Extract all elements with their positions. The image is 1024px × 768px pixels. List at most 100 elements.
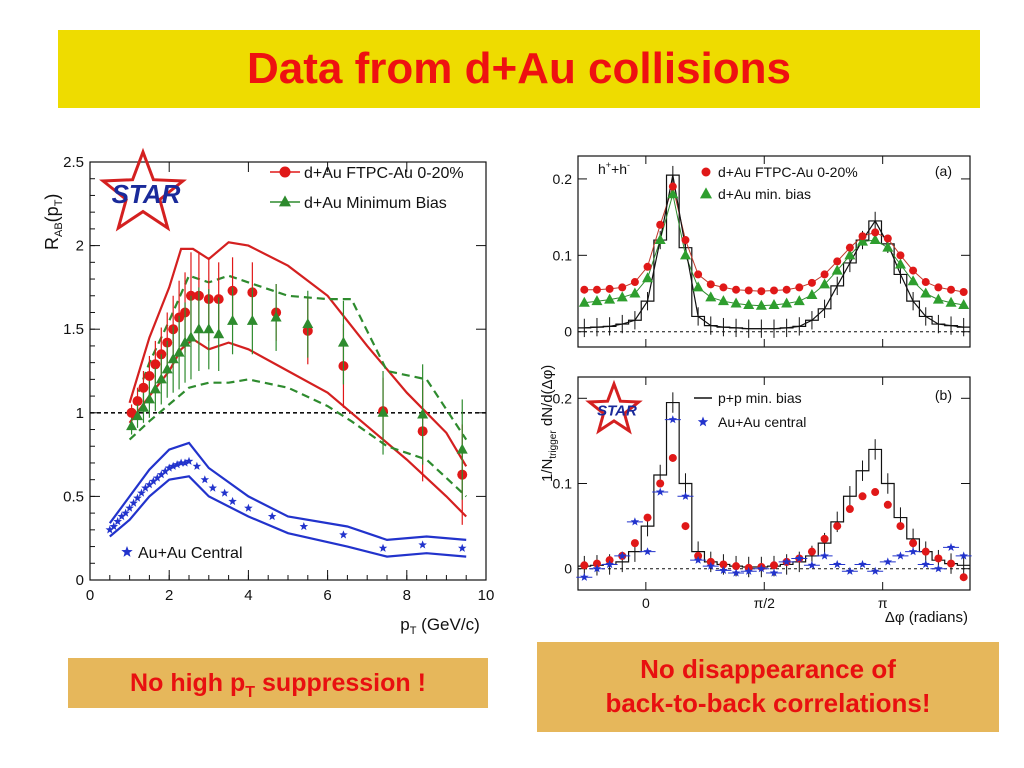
top-red-point: [896, 251, 905, 260]
y-axis-label-part: trigger: [548, 430, 559, 459]
note-left-prefix: No high p: [130, 669, 246, 697]
bottom-red-point: [871, 488, 880, 497]
data-point-triangle: [302, 318, 314, 329]
x-axis-label-main: p: [400, 615, 409, 634]
note-right-line1: No disappearance of: [640, 654, 896, 684]
x-tick-label: π: [878, 595, 888, 611]
bottom-red-point: [947, 559, 956, 568]
bottom-red-point: [668, 453, 677, 462]
y-tick-label: 1.5: [63, 321, 84, 338]
data-point-triangle: [137, 401, 149, 412]
top-y-tick-label: 0.1: [553, 247, 573, 263]
top-red-point: [770, 286, 778, 295]
bottom-blue-point: [896, 551, 905, 560]
title-banner: Data from d+Au collisions: [58, 30, 980, 108]
data-point-triangle: [246, 314, 258, 325]
bottom-y-tick-label: 0: [564, 561, 572, 577]
top-green-point: [806, 289, 818, 300]
top-red-point: [845, 243, 854, 252]
data-point-star: [145, 480, 154, 489]
top-legend-label: d+Au min. bias: [718, 186, 811, 202]
x-axis-label: pT (GeV/c): [400, 615, 480, 637]
bottom-red-point: [807, 547, 816, 556]
bottom-blue-point: [807, 560, 817, 569]
bottom-red-point: [592, 559, 601, 568]
legend-label-auau: Au+Au Central: [138, 545, 243, 562]
top-green-point: [604, 293, 616, 304]
data-point-star: [228, 496, 237, 506]
x-tick-label: 0: [642, 595, 650, 611]
bottom-blue-point: [769, 568, 779, 577]
data-point-triangle: [213, 328, 225, 339]
y-axis-label-part: (p: [42, 206, 62, 222]
data-point-star: [180, 458, 190, 467]
data-point-star: [137, 488, 146, 497]
y-axis-label-part: AB: [53, 222, 65, 237]
band-1-lower: [128, 378, 467, 498]
data-point-circle: [132, 396, 143, 407]
top-red-point: [605, 284, 614, 293]
bottom-blue-point: [630, 517, 640, 526]
x-axis-label-sub: T: [410, 625, 417, 637]
data-point-star: [208, 483, 217, 492]
top-red-point: [681, 236, 690, 245]
top-black-fit: [584, 174, 964, 330]
star-logo-star-icon: [99, 147, 187, 232]
bottom-red-point: [845, 505, 854, 514]
bottom-red-point: [909, 539, 918, 548]
top-red-point: [719, 283, 728, 292]
bottom-red-point: [858, 492, 867, 501]
bottom-blue-point: [744, 566, 753, 575]
data-point-triangle: [132, 410, 144, 421]
top-red-point: [858, 232, 867, 241]
top-green-point: [907, 275, 919, 286]
data-point-circle: [126, 407, 137, 418]
bottom-blue-point: [757, 564, 766, 573]
data-point-star: [141, 483, 150, 492]
top-legend-label: d+Au FTPC-Au 0-20%: [718, 164, 858, 180]
top-red-point: [732, 285, 741, 294]
x-tick-label: 6: [323, 587, 331, 604]
top-green-point: [755, 299, 767, 310]
top-red-point: [580, 285, 589, 294]
bottom-red-point: [896, 522, 905, 531]
top-panel-label-part: -: [627, 160, 630, 170]
top-red-point: [959, 287, 968, 296]
top-red-point: [782, 285, 791, 294]
bottom-blue-point: [580, 572, 589, 581]
top-frame: [577, 155, 971, 348]
top-red-point: [744, 286, 753, 295]
top-legend-marker-circle: [701, 167, 711, 177]
bottom-y-tick-label: 0.2: [553, 390, 573, 406]
bottom-blue-point: [618, 551, 627, 560]
bottom-blue-point: [795, 554, 804, 563]
data-point-star: [176, 458, 186, 467]
band-2-lower: [109, 475, 467, 558]
data-point-star: [299, 522, 309, 531]
bottom-blue-point: [883, 557, 893, 566]
correlation-chart-panel: 0 0.1 0.2 h++h- (a) d+Au FTPC-Au 0-20% d+Au mi…: [532, 142, 982, 634]
y-axis-label: 1/Ntrigger dN/d(Δφ): [539, 365, 559, 482]
data-point-triangle: [270, 311, 282, 322]
top-panel-label-part: +h: [611, 161, 627, 177]
data-point-triangle: [126, 420, 138, 431]
bottom-blue-point: [921, 559, 930, 569]
y-tick-label: 2: [76, 238, 84, 255]
top-panel-label: h++h-: [598, 160, 630, 177]
note-back-to-back: No disappearance of back-to-back correla…: [537, 642, 999, 732]
bottom-red-point: [630, 539, 639, 548]
y-tick-label: 2.5: [63, 154, 84, 171]
bottom-panel-tag: (b): [935, 387, 952, 403]
top-green-point: [781, 297, 793, 308]
y-axis-label: RAB(pT): [42, 194, 65, 250]
data-point-star: [117, 512, 126, 521]
bottom-y-tick-label: 0.1: [553, 476, 573, 492]
top-green-point: [679, 249, 691, 260]
correlation-chart: 0 0.1 0.2 h++h- (a) d+Au FTPC-Au 0-20% d+Au mi…: [539, 155, 972, 626]
data-point-triangle: [185, 331, 197, 342]
bottom-panel: 0 0.1 0.2 (b) p+p min. bias Au+Au central STAR: [553, 376, 972, 591]
top-red-point: [618, 283, 627, 292]
data-point-triangle: [173, 346, 185, 357]
bottom-star-logo-star-icon: [585, 379, 643, 435]
